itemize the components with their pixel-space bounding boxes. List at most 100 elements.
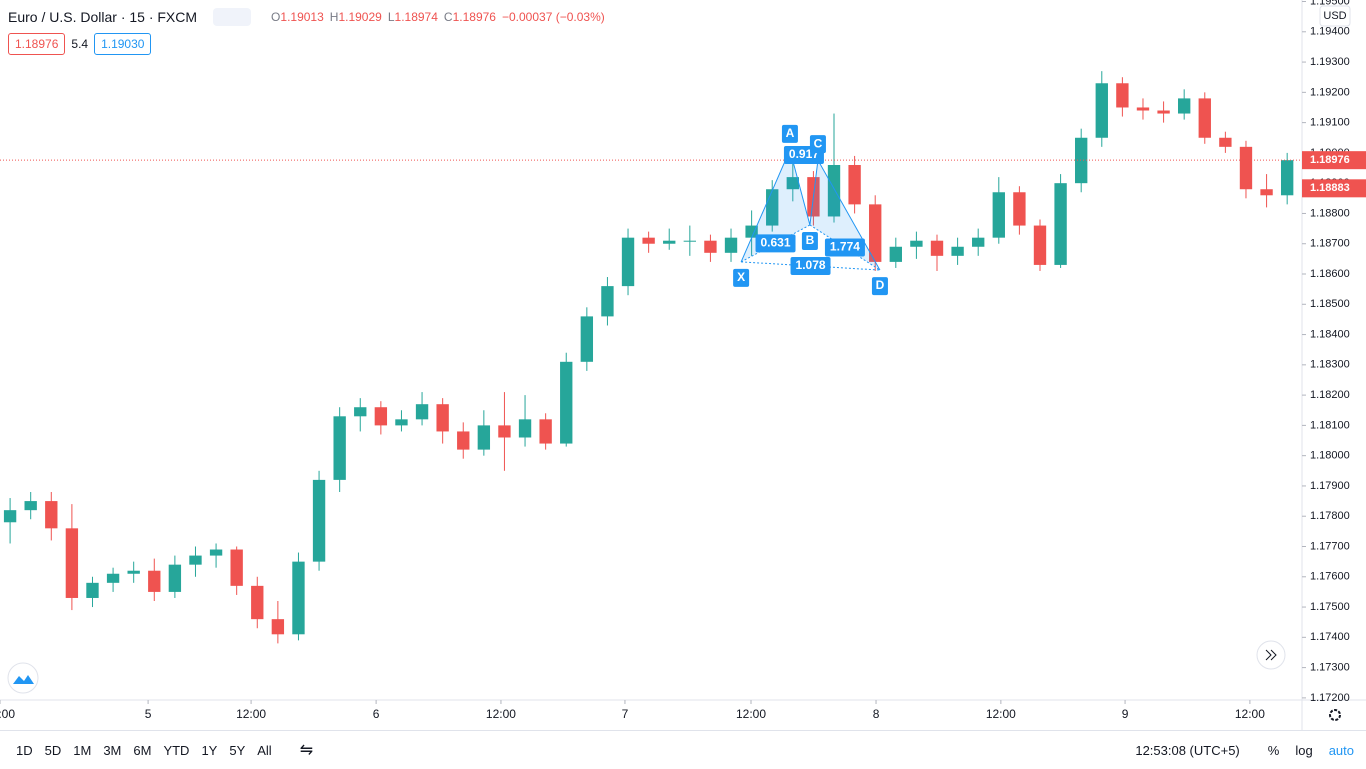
y-tick-label: 1.19100 <box>1310 117 1350 129</box>
candle-body <box>930 240 944 256</box>
ohlc-item: L1.18974 <box>388 10 438 24</box>
candle-body <box>560 361 573 444</box>
candle-body <box>127 570 140 574</box>
range-button[interactable]: 1D <box>16 742 33 758</box>
ohlc-item: O1.19013 <box>271 10 324 24</box>
candle-body <box>1178 98 1191 114</box>
candle-body <box>312 479 326 562</box>
candle-body <box>663 240 676 244</box>
candle-body <box>24 501 37 511</box>
candle-body <box>621 237 635 287</box>
logo[interactable] <box>7 662 39 694</box>
x-tick-label: 12:00 <box>236 707 266 721</box>
candle-body <box>415 404 429 420</box>
ratio-box <box>790 256 831 275</box>
candle-body <box>395 419 408 426</box>
settings-icon[interactable] <box>1329 709 1341 721</box>
price-tag <box>1302 151 1366 170</box>
candle-body <box>477 425 491 450</box>
bid[interactable]: 1.18976 <box>8 33 66 55</box>
point-box <box>801 231 818 250</box>
candle-body <box>374 407 388 426</box>
auto-toggle[interactable]: auto <box>1328 742 1354 758</box>
candle-body <box>1095 83 1108 138</box>
candle-body <box>889 246 902 262</box>
candle-body <box>498 425 511 438</box>
range-button[interactable]: YTD <box>163 742 190 758</box>
point-box <box>871 277 888 296</box>
symbol[interactable]: Euro / U.S. Dollar · 15 · FXCM <box>8 9 198 25</box>
y-tick-label: 1.19200 <box>1310 86 1350 98</box>
currency-box[interactable] <box>1319 5 1351 27</box>
x-tick-label: 5 <box>145 707 152 721</box>
quote: 1.18976 5.4 1.19030 <box>8 33 152 55</box>
candle-body <box>1280 160 1294 196</box>
ohlc-key: L <box>387 10 395 24</box>
y-tick-label: 1.18500 <box>1310 298 1350 310</box>
ratio-label: 0.631 <box>760 236 790 250</box>
y-tick-label: 1.18600 <box>1310 268 1350 280</box>
candle-body <box>1136 107 1150 111</box>
ohlc-value: 1.18976 <box>452 10 496 24</box>
chart: USD 1.17200 1.17300 1.17400 1.17500 1.17600 1… <box>0 0 1366 730</box>
range-button[interactable]: 1Y <box>201 742 218 758</box>
y-tick-label: 1.18700 <box>1310 238 1350 250</box>
x-tick-label: 12:00 <box>736 707 766 721</box>
candle-body <box>1239 146 1253 190</box>
candle-body <box>642 237 655 244</box>
candle-body <box>580 316 594 362</box>
candle-body <box>1075 137 1088 184</box>
y-tick-label: 1.19500 <box>1310 0 1350 7</box>
candle-body <box>972 237 985 247</box>
percent-toggle[interactable]: % <box>1267 742 1280 758</box>
candle-body <box>230 549 243 586</box>
scroll-button[interactable] <box>1256 640 1286 670</box>
ohlc-key: C <box>443 10 453 24</box>
candle-body <box>106 573 120 583</box>
point-label: D <box>876 278 885 292</box>
candle-body <box>1116 83 1129 108</box>
visibility-toggle[interactable] <box>213 8 252 26</box>
x-tick-label: 12:00 <box>986 707 1016 721</box>
clock: 12:53:08 (UTC+5) <box>1135 742 1240 758</box>
y-tick-label: 1.19300 <box>1310 56 1350 68</box>
log-toggle[interactable]: log <box>1295 742 1313 758</box>
ohlc-value: 1.19029 <box>338 10 382 24</box>
candle-body <box>951 246 964 256</box>
y-tick-label: 1.18800 <box>1310 207 1350 219</box>
bottom-toolbar: 1D 5D 1M 3M 6M YTD 1Y 5Y All ⇋ 12:53:08 (UTC+5) … <box>0 730 1366 769</box>
candle-body <box>251 585 264 620</box>
candle-body <box>86 582 99 598</box>
x-tick-label: 12:00 <box>1235 707 1265 721</box>
y-tick-label: 1.18200 <box>1310 389 1350 401</box>
range-button[interactable]: 6M <box>133 742 152 758</box>
ratio-label: 1.774 <box>830 240 860 254</box>
point-label: B <box>806 233 815 247</box>
ohlc-item: H1.19029 <box>330 10 382 24</box>
range-button[interactable]: 1M <box>73 742 92 758</box>
y-tick-label: 1.17400 <box>1310 631 1350 643</box>
range-button[interactable]: 5D <box>44 742 62 758</box>
x-tick-label: 7 <box>622 707 629 721</box>
price-tag-label: 1.18883 <box>1310 182 1350 194</box>
date-range-icon[interactable]: ⇋ <box>299 742 314 759</box>
candle-body <box>869 204 882 262</box>
candle-body <box>271 619 285 635</box>
candle-body <box>292 561 305 635</box>
ohlc: O1.19013 H1.19029 L1.18974 C1.18976 −0.0… <box>271 10 605 24</box>
y-tick-label: 1.17600 <box>1310 571 1350 583</box>
ohlc-key: H <box>329 10 339 24</box>
ohlc-item: C1.18976 <box>444 10 496 24</box>
ohlc-key: O <box>271 10 281 24</box>
candle-body <box>704 240 717 253</box>
range-button[interactable]: 5Y <box>229 742 246 758</box>
currency: USD <box>1323 10 1346 22</box>
ratio-box <box>824 238 865 257</box>
y-tick-label: 1.17300 <box>1310 662 1350 674</box>
ask[interactable]: 1.19030 <box>94 33 152 55</box>
candle-body <box>1157 110 1170 114</box>
range-button[interactable]: All <box>257 742 272 758</box>
range-button[interactable]: 3M <box>103 742 122 758</box>
change: −0.00037 (−0.03%) <box>501 10 605 24</box>
